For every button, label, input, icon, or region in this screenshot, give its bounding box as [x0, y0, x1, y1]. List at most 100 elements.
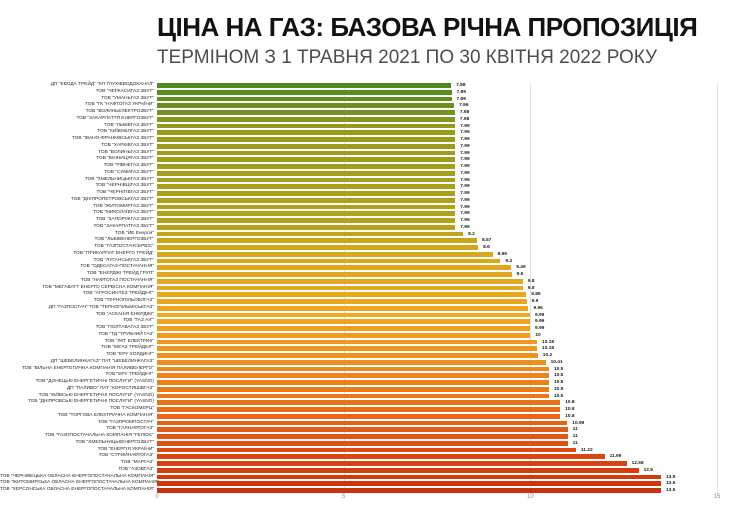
value-label: 9.5: [516, 272, 524, 277]
company-label: ДП "ПАЛИВО" ПАТ "КОРОСТИШІВГАЗ": [66, 385, 154, 391]
bar-row: ТОВ "ЕНЕРГІЯ УКРАЇНИ" 11.22: [0, 447, 740, 453]
company-label: ТОВ "ІВАНО-ФРАНКІВСЬКГАЗ ЗБУТ": [71, 136, 154, 142]
price-bar: [157, 346, 538, 352]
price-bar: [157, 103, 455, 109]
company-label: ТОВ "ВОЛИНЬЕЛЕКТРОЗБУТ": [85, 109, 154, 115]
value-label: 9.8: [527, 278, 535, 284]
price-bar: [157, 265, 512, 271]
bar-row: ТОВ "ЛУГАНСЬКГАЗ ЗБУТ" 9.2: [0, 258, 740, 264]
bar-track: 9.49: [157, 265, 717, 270]
bar-row: ТОВ "НАФТОГАЗ ПОСТАЧАННЯ" 9.8: [0, 278, 740, 284]
value-label: 10.5: [554, 366, 564, 372]
company-label: ТОВ "АЗОВГАЗ": [118, 466, 154, 472]
company-label: ТОВ "ЗАКАРПАТТЯ ЕНЕРГОЗБУТ": [76, 115, 154, 121]
bar-row: ДП "ПАЛИВО" ПАТ "КОРОСТИШІВГАЗ" 10.5: [0, 385, 740, 392]
value-label: 9.89: [531, 292, 541, 298]
value-label: 13.5: [666, 481, 676, 487]
value-label: 7.99: [460, 211, 470, 217]
bar-row: ТОВ "КИЇВОБЛГАЗ ЗБУТ" 7.99: [0, 130, 740, 136]
x-axis-tick: 10: [526, 494, 534, 500]
bar-track: 10.5: [157, 373, 717, 378]
value-label: 10.5: [554, 373, 564, 379]
value-label: 11: [572, 434, 578, 439]
page-subtitle: ТЕРМІНОМ З 1 ТРАВНЯ 2021 ПО 30 КВІТНЯ 20…: [157, 47, 658, 68]
price-bar: [157, 474, 661, 480]
value-label: 7.99: [460, 224, 470, 230]
bar-row: ТОВ "ГК "НАФТОГАЗ УКРАЇНИ" 7.96: [0, 103, 740, 109]
company-label: ТОВ "ХЕРСОНСЬКА ОБЛАСНА ЕНЕРГОПОСТАЧАЛЬН…: [0, 487, 155, 493]
bar-row: ТОВ "ВІЛЬНА ЕНЕРГЕТИЧНА КОМПАНІЯ ПАЛИВЕН…: [0, 366, 740, 372]
company-label: ДП "ШЕБЕЛИНКАГАЗ" ПАТ "ШЕБЕЛИНКАГАЗ": [50, 358, 154, 364]
company-label: ТОВ "АГРОСИНТЕЗ ТРЕЙДІНГ": [82, 291, 154, 297]
bar-row: ТОВ "ЗАКАРПАТГАЗ ЗБУТ" 7.99: [0, 224, 740, 230]
bar-track: 9.99: [157, 326, 717, 331]
company-label: ТОВ "ГАЗПРОМПОСТАЧ": [97, 419, 154, 425]
bar-track: 11.22: [157, 448, 717, 453]
bar-row: ДП "ЕВОДА ТРЕЙД" "КП ГЛУХІВВОДОКАНАЛ" 7.8…: [0, 82, 740, 88]
value-label: 7.99: [460, 130, 470, 136]
bar-track: 10.5: [157, 380, 717, 385]
x-axis: 0 5 10 15: [0, 494, 740, 506]
price-bar: [157, 305, 529, 311]
bar-track: 13.5: [157, 475, 717, 480]
bar-track: 11: [157, 434, 717, 439]
bar-track: 10.5: [157, 367, 717, 372]
bar-row: ТОВ "ВОЛИНЬЕЛЕКТРОЗБУТ" 7.98: [0, 109, 740, 115]
price-bar: [157, 123, 456, 129]
company-label: ТОВ "ТД "ТРУБНИЙ ГАЗ": [98, 331, 154, 337]
bar-track: 9.99: [157, 313, 717, 318]
price-bar: [157, 467, 639, 473]
bar-track: 7.89: [157, 97, 717, 102]
price-bar: [157, 204, 456, 210]
bar-track: 7.99: [157, 137, 717, 142]
bar-row: ДП "ШЕБЕЛИНКАГАЗ" ПАТ "ШЕБЕЛИНКАГАЗ" 10.4…: [0, 358, 740, 365]
price-bar: [157, 143, 456, 149]
bar-row: ТОВ "МАРГАЗ" 12.58: [0, 460, 740, 466]
price-bar: [157, 299, 527, 304]
value-label: 10.18: [542, 346, 555, 352]
bar-row: ТОВ "ДНІПРОПЕТРОВСЬКГАЗ ЗБУТ" 7.99: [0, 197, 740, 203]
bar-track: 7.99: [157, 164, 717, 169]
company-label: ТОВ "ХМЕЛЬНИЦЬКГАЗ ЗБУТ": [84, 176, 154, 182]
value-label: 7.99: [460, 164, 470, 169]
bar-row: ТОВ "АГРОСИНТЕЗ ТРЕЙДІНГ" 9.89: [0, 291, 740, 298]
value-label: 7.99: [460, 137, 470, 142]
bar-track: 7.96: [157, 103, 717, 108]
price-bar: [157, 245, 479, 250]
price-bar: [157, 488, 661, 493]
bar-row: ТОВ "ЕРУ ХОЛДИНГ" 10.2: [0, 352, 740, 358]
price-bar: [157, 170, 456, 176]
company-label: ТОВ "ЧЕРНІВЕЦЬКА ОБЛАСНА ЕНЕРГОПОСТАЧАЛЬ…: [0, 473, 156, 479]
price-bar: [157, 393, 549, 399]
price-bar: [157, 292, 527, 298]
bar-row: ТОВ "ІВАНО-ФРАНКІВСЬКГАЗ ЗБУТ" 7.99: [0, 136, 740, 142]
bar-track: 7.99: [157, 205, 717, 210]
bar-track: 7.99: [157, 151, 717, 156]
bar-row: ТОВ "ЛЬВІВЕНЕРГОЗБУТ" 8.57: [0, 238, 740, 244]
bar-row: ТОВ "ЧЕРНІВЕЦЬКА ОБЛАСНА ЕНЕРГОПОСТАЧАЛЬ…: [0, 473, 740, 480]
company-label: ТОВ "ДОНЕЦЬКІ ЕНЕРГЕТИЧНІ ПОСЛУГИ" (YASN…: [35, 379, 154, 385]
value-label: 11.22: [580, 447, 593, 453]
company-label: ТОВ "ГАЗОПОСТАЧАЛЬНА КОМПАНІЯ "ГЕЛІОС": [44, 433, 154, 439]
price-bar: [157, 434, 568, 439]
bar-row: ТОВ "ВІННИЦЯГАЗ ЗБУТ" 7.99: [0, 157, 740, 163]
bar-row: ТОВ "ЕНЕРДЖІ ТРЕЙД ГРУП" 9.5: [0, 271, 740, 277]
bar-row: ТОВ "ГАСКОМЕРЦ" 10.8: [0, 406, 740, 412]
price-bar: [157, 400, 561, 406]
bar-track: 8.6: [157, 245, 717, 250]
bar-track: 10.5: [157, 394, 717, 399]
bar-track: 9.2: [157, 259, 717, 264]
price-bar: [157, 191, 456, 196]
value-label: 7.99: [460, 191, 470, 196]
company-label: ТОВ "ЙЕ Енергія": [115, 230, 154, 236]
value-label: 9.99: [534, 312, 545, 318]
bar-row: ТОВ "ЧЕРНІВЦІГАЗ ЗБУТ" 7.99: [0, 184, 740, 190]
bar-row: ТОВ "ЛЬВІВГАЗ ЗБУТ" 7.99: [0, 123, 740, 129]
company-label: ТОВ "ПОЛТАВАГАЗ ЗБУТ": [95, 325, 154, 331]
value-label: 10.5: [554, 380, 564, 385]
bar-track: 7.99: [157, 130, 717, 135]
bar-track: 7.98: [157, 110, 717, 115]
bar-track: 8.57: [157, 238, 717, 243]
bar-row: ТОВ "ВОЛИНЬГАЗ ЗБУТ" 7.99: [0, 150, 740, 156]
value-label: 7.89: [456, 96, 466, 102]
